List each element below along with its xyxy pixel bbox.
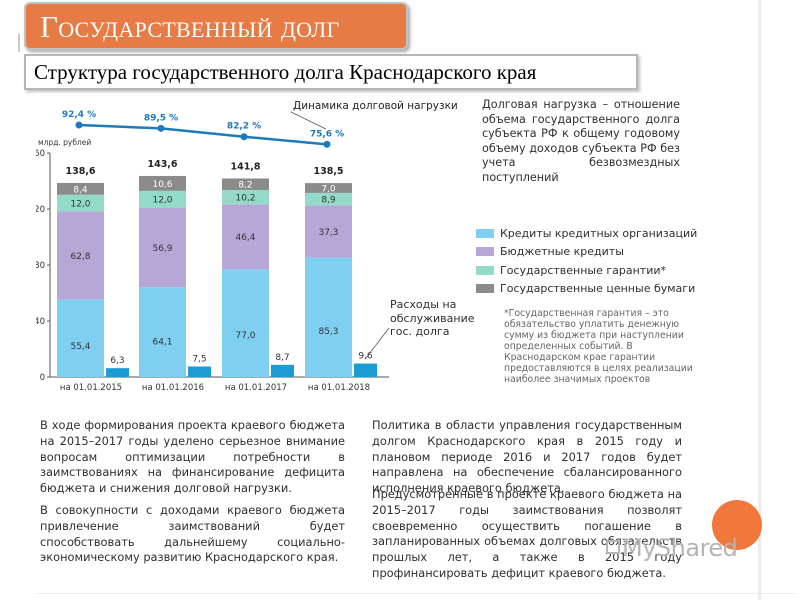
expense-value-label: 8,7 (275, 353, 289, 363)
bar-value-label: 8,9 (321, 196, 336, 206)
debt-load-point (240, 133, 248, 141)
bar-segment (305, 257, 352, 377)
bar-total-label: 138,6 (65, 166, 95, 177)
bar-segment (139, 287, 186, 377)
bar-value-label: 56,9 (152, 244, 172, 254)
bar-total-label: 141,8 (230, 161, 260, 172)
expense-bar (188, 366, 211, 377)
bar-value-label: 77,0 (235, 331, 255, 341)
bar-value-label: 55,4 (70, 342, 90, 352)
legend-swatch-budget-credits (476, 247, 494, 257)
y-tick-label: 160 (36, 149, 45, 159)
bar-value-label: 8,2 (238, 181, 252, 191)
bar-segment (57, 182, 104, 195)
right-paragraph-2: Предусмотренные в проекте краевого бюдже… (372, 487, 682, 580)
slide-title: Государственный долг (24, 2, 408, 50)
bar-segment (57, 299, 104, 377)
x-tick-label: на 01.01.2018 (308, 383, 370, 393)
x-tick-label: на 01.01.2016 (142, 383, 204, 393)
bar-segment (222, 269, 269, 377)
bar-segment (305, 205, 352, 258)
y-tick-label: 120 (36, 205, 45, 215)
legend-swatch-guarantees (476, 265, 494, 275)
slide-bottom-line (36, 593, 796, 594)
legend-label: Государственные ценные бумаги (500, 282, 696, 296)
bar-value-label: 62,8 (70, 252, 90, 262)
expense-bar (106, 368, 129, 377)
legend-item-securities: Государственные ценные бумаги (476, 280, 695, 299)
slide-subtitle: Структура государственного долга Краснод… (24, 54, 638, 90)
expense-value-label: 9,6 (358, 352, 373, 362)
debt-load-label: 89,5 % (144, 113, 178, 123)
bar-value-label: 37,3 (318, 228, 338, 238)
legend-item-credit-orgs: Кредиты кредитных организаций (476, 224, 697, 243)
legend-label: Бюджетные кредиты (500, 245, 624, 259)
bar-value-label: 12,0 (152, 196, 172, 206)
bar-value-label: 46,4 (235, 233, 255, 243)
bar-segment (305, 192, 352, 206)
bar-segment (222, 178, 269, 190)
expense-bar (354, 363, 377, 377)
expense-bar (271, 364, 294, 377)
legend-swatch-securities (476, 284, 494, 294)
bar-value-label: 7,0 (321, 185, 336, 195)
bar-segment (139, 175, 186, 191)
left-paragraph-1: В ходе формирования проекта краевого бюд… (40, 418, 345, 496)
expenses-annotation: Расходы на обслуживание гос. долга (390, 298, 475, 338)
bar-value-label: 64,1 (152, 338, 172, 348)
y-axis-label: млрд. рублей (38, 138, 91, 147)
debt-load-point (157, 124, 165, 132)
debt-load-label: 82,2 % (227, 122, 261, 132)
debt-load-label: 75,6 % (310, 129, 344, 139)
y-tick-label: 40 (36, 317, 45, 327)
debt-load-label: 92,4 % (62, 110, 96, 120)
debt-load-point (75, 121, 83, 129)
bar-segment (139, 207, 186, 288)
bar-value-label: 12,0 (70, 200, 90, 210)
x-tick-label: на 01.01.2017 (225, 383, 287, 393)
bar-segment (222, 189, 269, 205)
bar-value-label: 10,2 (235, 194, 255, 204)
legend-label: Государственные гарантии* (500, 263, 667, 277)
y-tick-label: 0 (40, 373, 45, 383)
y-tick-label: 80 (36, 261, 45, 271)
debt-load-pointer (290, 111, 327, 130)
title-bracket (18, 34, 20, 52)
bar-value-label: 8,4 (73, 185, 88, 195)
debt-load-line (78, 123, 328, 146)
decorative-circle (712, 500, 762, 550)
bar-segment (57, 194, 104, 212)
watermark: MyShared (622, 534, 738, 562)
expenses-pointer (365, 327, 390, 359)
bar-total-label: 143,6 (147, 159, 177, 170)
bar-segment (305, 183, 352, 193)
legend-label: Кредиты кредитных организаций (500, 226, 698, 240)
expense-value-label: 7,5 (192, 355, 206, 365)
bar-segment (57, 211, 104, 300)
right-paragraph-1: Политика в области управления государств… (372, 418, 682, 496)
bar-value-label: 85,3 (318, 327, 338, 337)
chart-legend: Кредиты кредитных организаций Бюджетные … (476, 224, 697, 299)
watermark-icon (606, 540, 620, 554)
bar-value-label: 10,6 (152, 180, 172, 190)
debt-load-definition: Долговая нагрузка – отношение объема гос… (482, 98, 680, 184)
x-tick-label: на 01.01.2015 (60, 383, 122, 393)
legend-swatch-credit-orgs (476, 228, 494, 238)
bar-total-label: 138,5 (313, 166, 343, 177)
guarantee-footnote: *Государственная гарантия – это обязател… (504, 308, 693, 385)
left-paragraph-2: В совокупности с доходами краевого бюдже… (40, 503, 345, 565)
debt-load-title: Динамика долговой нагрузки (293, 100, 458, 112)
bar-segment (139, 190, 186, 208)
slide-right-border (758, 0, 761, 600)
legend-item-guarantees: Государственные гарантии* (476, 261, 691, 280)
debt-structure-chart: 0 40 80 120 160 млрд. рублей 55,4 62,8 12,0 8,4 13… (36, 100, 458, 393)
bar-segment (222, 204, 269, 270)
legend-item-budget-credits: Бюджетные кредиты (476, 243, 691, 262)
debt-load-point (323, 140, 331, 148)
expense-value-label: 6,3 (110, 356, 124, 366)
